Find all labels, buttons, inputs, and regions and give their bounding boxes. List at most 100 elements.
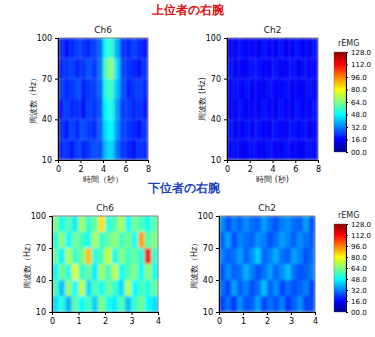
cell xyxy=(114,119,120,139)
cell xyxy=(290,140,296,160)
cell xyxy=(243,264,249,280)
x-tick: 6 xyxy=(123,160,128,174)
cell xyxy=(303,232,309,248)
figure: 上位者の右腕02468104070100Ch6時間（秒）周波数（Hz）02468… xyxy=(0,0,375,337)
y-tick-label: 70 xyxy=(36,244,46,253)
cell xyxy=(72,264,79,280)
colorbar-tick-label: 96.0 xyxy=(351,74,367,82)
cell xyxy=(125,232,132,248)
x-tick-label: 4 xyxy=(101,165,106,174)
cell xyxy=(250,119,256,139)
x-tick-mark xyxy=(318,160,319,163)
colorbar-tick: 00.0 xyxy=(346,149,367,157)
cell xyxy=(126,99,132,119)
x-tick-label: 0 xyxy=(225,165,230,174)
y-axis-title: 周波数（Hz） xyxy=(23,239,32,289)
cell xyxy=(285,232,291,248)
panel: 01234104070100Ch2周波数（Hz） xyxy=(190,203,318,326)
colorbar-tick: 16.0 xyxy=(346,298,367,306)
x-axis: 02468 xyxy=(225,160,321,174)
cell xyxy=(231,232,237,248)
cells xyxy=(227,38,318,160)
cell xyxy=(103,79,109,99)
x-tick-label: 4 xyxy=(270,165,275,174)
cell xyxy=(244,119,250,139)
cell xyxy=(75,99,81,119)
colorbar-tick-mark xyxy=(346,102,348,103)
cell xyxy=(103,99,109,119)
cell xyxy=(261,296,267,312)
cell xyxy=(273,79,279,99)
cell xyxy=(120,58,126,78)
x-tick: 0 xyxy=(50,312,55,326)
cell xyxy=(312,38,318,58)
x-tick-label: 6 xyxy=(293,165,298,174)
y-tick-mark xyxy=(216,280,219,281)
cell xyxy=(98,232,105,248)
cell xyxy=(72,232,79,248)
cell xyxy=(225,216,231,232)
cell xyxy=(79,232,86,248)
colorbar-tick-mark xyxy=(346,290,348,291)
cell xyxy=(255,140,261,160)
cell xyxy=(238,79,244,99)
colorbar-tick: 128.0 xyxy=(346,221,371,229)
y-tick-label: 70 xyxy=(211,75,221,84)
cell xyxy=(307,140,313,160)
colorbar-tick-mark xyxy=(346,279,348,280)
cell xyxy=(59,216,66,232)
cell xyxy=(138,296,145,312)
cell xyxy=(303,216,309,232)
colorbar-tick-label: 128.0 xyxy=(351,49,371,57)
colorbar: rEMG128.0112.096.080.064.048.032.016.000… xyxy=(334,39,371,157)
x-tick-mark xyxy=(250,160,251,163)
cell xyxy=(120,99,126,119)
x-tick: 2 xyxy=(265,312,270,326)
y-axis-title: 周波数 (Hz) xyxy=(198,78,207,121)
colorbar-title: rEMG xyxy=(338,39,359,48)
cell xyxy=(297,296,303,312)
y-tick-label: 40 xyxy=(203,276,213,285)
cell xyxy=(79,264,86,280)
cell xyxy=(109,58,115,78)
colorbar-tick: 32.0 xyxy=(346,124,367,132)
cell xyxy=(151,216,158,232)
cell xyxy=(309,216,315,232)
cell xyxy=(249,296,255,312)
cell xyxy=(297,232,303,248)
cell xyxy=(250,38,256,58)
colorbar-tick: 112.0 xyxy=(346,61,371,69)
cell xyxy=(126,38,132,58)
cell xyxy=(112,232,119,248)
cell xyxy=(132,216,139,232)
y-tick-label: 10 xyxy=(211,156,221,165)
cell xyxy=(225,232,231,248)
colorbar-tick-mark xyxy=(346,301,348,302)
cell xyxy=(297,264,303,280)
plot-frame xyxy=(58,38,148,160)
y-tick-label: 100 xyxy=(206,34,221,43)
cell xyxy=(231,248,237,264)
cell xyxy=(59,280,66,296)
colorbar-tick: 48.0 xyxy=(346,276,367,284)
cell xyxy=(103,58,109,78)
cell xyxy=(105,264,112,280)
x-tick: 8 xyxy=(146,160,151,174)
cell xyxy=(97,119,103,139)
cell xyxy=(267,99,273,119)
cell xyxy=(75,58,81,78)
cell xyxy=(295,58,301,78)
x-tick: 4 xyxy=(101,160,106,174)
cell xyxy=(284,119,290,139)
y-tick-label: 100 xyxy=(31,212,46,221)
cell xyxy=(301,140,307,160)
cell xyxy=(85,232,92,248)
cell xyxy=(125,280,132,296)
cell xyxy=(112,248,119,264)
x-tick: 2 xyxy=(78,160,83,174)
y-tick-mark xyxy=(55,79,58,80)
y-tick: 70 xyxy=(36,244,52,253)
cell xyxy=(279,248,285,264)
colorbar-tick: 16.0 xyxy=(346,136,367,144)
y-tick: 100 xyxy=(206,34,227,43)
